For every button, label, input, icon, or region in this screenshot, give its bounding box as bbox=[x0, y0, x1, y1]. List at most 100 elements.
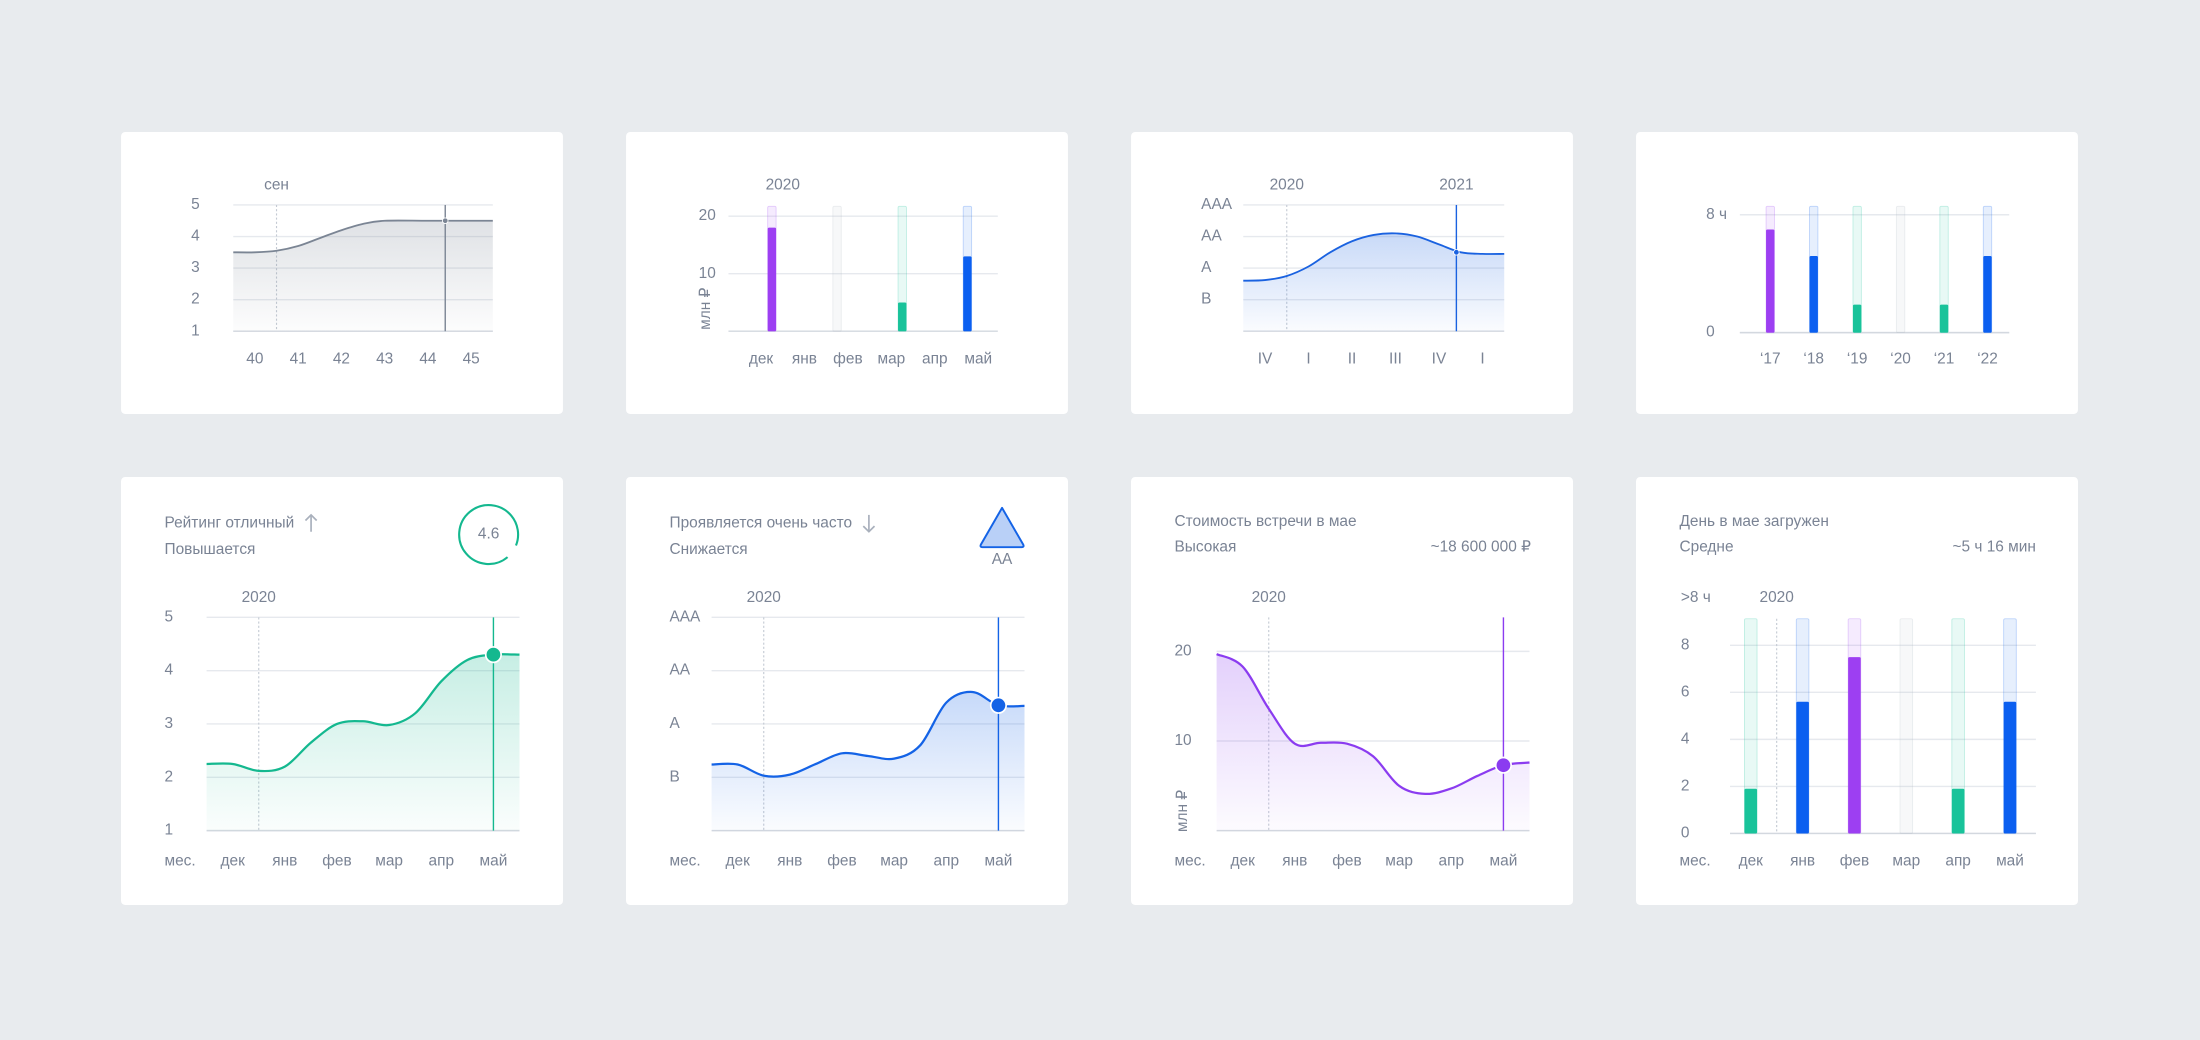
x-axis-label: мес. bbox=[164, 853, 195, 870]
x-tick-label: май bbox=[1996, 853, 2024, 870]
x-tick-label: янв bbox=[1790, 853, 1815, 870]
highlight-point bbox=[1494, 756, 1512, 774]
x-tick-label: апр bbox=[1945, 853, 1971, 870]
badge-triangle bbox=[979, 506, 1025, 549]
line bbox=[1216, 653, 1530, 796]
y-axis-label: млн ₽ bbox=[697, 287, 714, 329]
y-tick-label: 3 bbox=[164, 715, 173, 732]
card-title: Высокая bbox=[1174, 538, 1236, 555]
y-tick-label: 10 bbox=[1174, 732, 1191, 749]
highlight-point bbox=[989, 696, 1007, 714]
bar-track bbox=[1951, 618, 1965, 834]
annotation: 2020 bbox=[766, 176, 800, 193]
y-tick-label: 4 bbox=[191, 228, 200, 245]
y-tick-label: 8 bbox=[1681, 636, 1690, 653]
annotation: 2020 bbox=[1252, 589, 1286, 606]
bar bbox=[1983, 256, 1992, 333]
chart-card: 10 20 дек янв фев мар апр май млн ₽ 2020 bbox=[626, 132, 1068, 414]
x-axis-label: мес. bbox=[1679, 853, 1710, 870]
x-tick-label: мар bbox=[1385, 853, 1413, 870]
x-tick-label: мар bbox=[375, 853, 403, 870]
caption: Стоимость встречи в мае bbox=[1174, 513, 1356, 530]
x-tick-label: мар bbox=[880, 853, 908, 870]
y-tick-label: AAA bbox=[1201, 196, 1233, 213]
trend-arrow-head bbox=[304, 513, 318, 522]
y-tick-label: 2 bbox=[191, 291, 200, 308]
annotation: 2020 bbox=[747, 589, 781, 606]
x-tick-label: III bbox=[1389, 350, 1402, 367]
annotation: 2020 bbox=[242, 589, 276, 606]
x-tick-label: 43 bbox=[376, 350, 393, 367]
trend-arrow-head bbox=[862, 525, 876, 533]
x-tick-label: май bbox=[1490, 853, 1518, 870]
bar bbox=[1848, 657, 1861, 834]
bar bbox=[898, 302, 907, 332]
badge-label: AA bbox=[992, 551, 1013, 568]
x-tick-label: II bbox=[1348, 350, 1357, 367]
y-tick-label: 4 bbox=[164, 662, 173, 679]
x-tick-label: дек bbox=[749, 350, 774, 367]
y-tick-label: 20 bbox=[699, 207, 716, 224]
bar bbox=[2003, 701, 2017, 834]
x-tick-label: IV bbox=[1258, 350, 1273, 367]
card-subtitle: Снижается bbox=[669, 541, 747, 558]
x-tick-label: фев bbox=[1840, 853, 1869, 870]
card-title: Рейтинг отличный bbox=[164, 514, 294, 531]
x-tick-label: май bbox=[480, 853, 508, 870]
x-tick-label: ‘22 bbox=[1977, 350, 1998, 367]
x-tick-label: май bbox=[985, 853, 1013, 870]
x-tick-label: 42 bbox=[333, 350, 350, 367]
bar bbox=[963, 256, 972, 332]
x-tick-label: фев bbox=[1332, 853, 1361, 870]
bar-track bbox=[832, 205, 842, 332]
highlight-point bbox=[442, 217, 449, 224]
x-tick-label: 44 bbox=[419, 350, 437, 367]
y-axis-label: млн ₽ bbox=[1174, 790, 1191, 832]
y-tick-label: 20 bbox=[1174, 642, 1191, 659]
x-tick-label: ‘19 bbox=[1847, 350, 1868, 367]
x-tick-label: дек bbox=[221, 853, 246, 870]
x-tick-label: янв bbox=[792, 350, 817, 367]
line bbox=[1243, 232, 1505, 282]
card-subtitle: Повышается bbox=[164, 541, 255, 558]
y-tick-label: 6 bbox=[1681, 683, 1690, 700]
badge-value: 4.6 bbox=[478, 526, 499, 543]
headline-value: ~5 ч 16 мин bbox=[1953, 538, 2036, 555]
x-tick-label: ‘18 bbox=[1803, 350, 1824, 367]
y-tick-label: AAA bbox=[669, 608, 701, 625]
bar bbox=[767, 227, 777, 332]
x-tick-label: мар bbox=[1892, 853, 1920, 870]
x-tick-label: фев bbox=[833, 350, 862, 367]
y-tick-label: 8 ч bbox=[1706, 206, 1727, 223]
x-tick-label: апр bbox=[1439, 853, 1465, 870]
y-tick-label: 0 bbox=[1681, 825, 1690, 842]
card-title: Проявляется очень часто bbox=[669, 514, 852, 531]
x-tick-label: май bbox=[964, 350, 992, 367]
y-axis-label: >8 ч bbox=[1681, 589, 1711, 606]
annotation: 2020 bbox=[1270, 176, 1304, 193]
bar bbox=[1766, 229, 1775, 333]
x-tick-label: I bbox=[1480, 350, 1484, 367]
x-axis-label: мес. bbox=[669, 853, 700, 870]
bar-track bbox=[1899, 618, 1914, 834]
card-title: Средне bbox=[1679, 538, 1733, 555]
bar-track bbox=[1895, 205, 1906, 334]
y-tick-label: AA bbox=[1201, 228, 1222, 245]
bar bbox=[1939, 304, 1949, 333]
line bbox=[711, 690, 1025, 778]
card-background bbox=[1636, 132, 2078, 414]
x-tick-label: мар bbox=[877, 350, 905, 367]
y-tick-label: 1 bbox=[191, 322, 200, 339]
chart-card: 0 2 4 6 8 дек янв фев мар апр май мес. >8 ч 2020 День … bbox=[1636, 477, 2078, 905]
x-tick-label: ‘21 bbox=[1934, 350, 1955, 367]
x-tick-label: IV bbox=[1432, 350, 1447, 367]
caption: День в мае загружен bbox=[1679, 513, 1828, 530]
x-tick-label: 41 bbox=[290, 350, 307, 367]
x-tick-label: I bbox=[1306, 350, 1310, 367]
y-tick-label: A bbox=[669, 715, 680, 732]
badge-ring bbox=[458, 504, 520, 566]
